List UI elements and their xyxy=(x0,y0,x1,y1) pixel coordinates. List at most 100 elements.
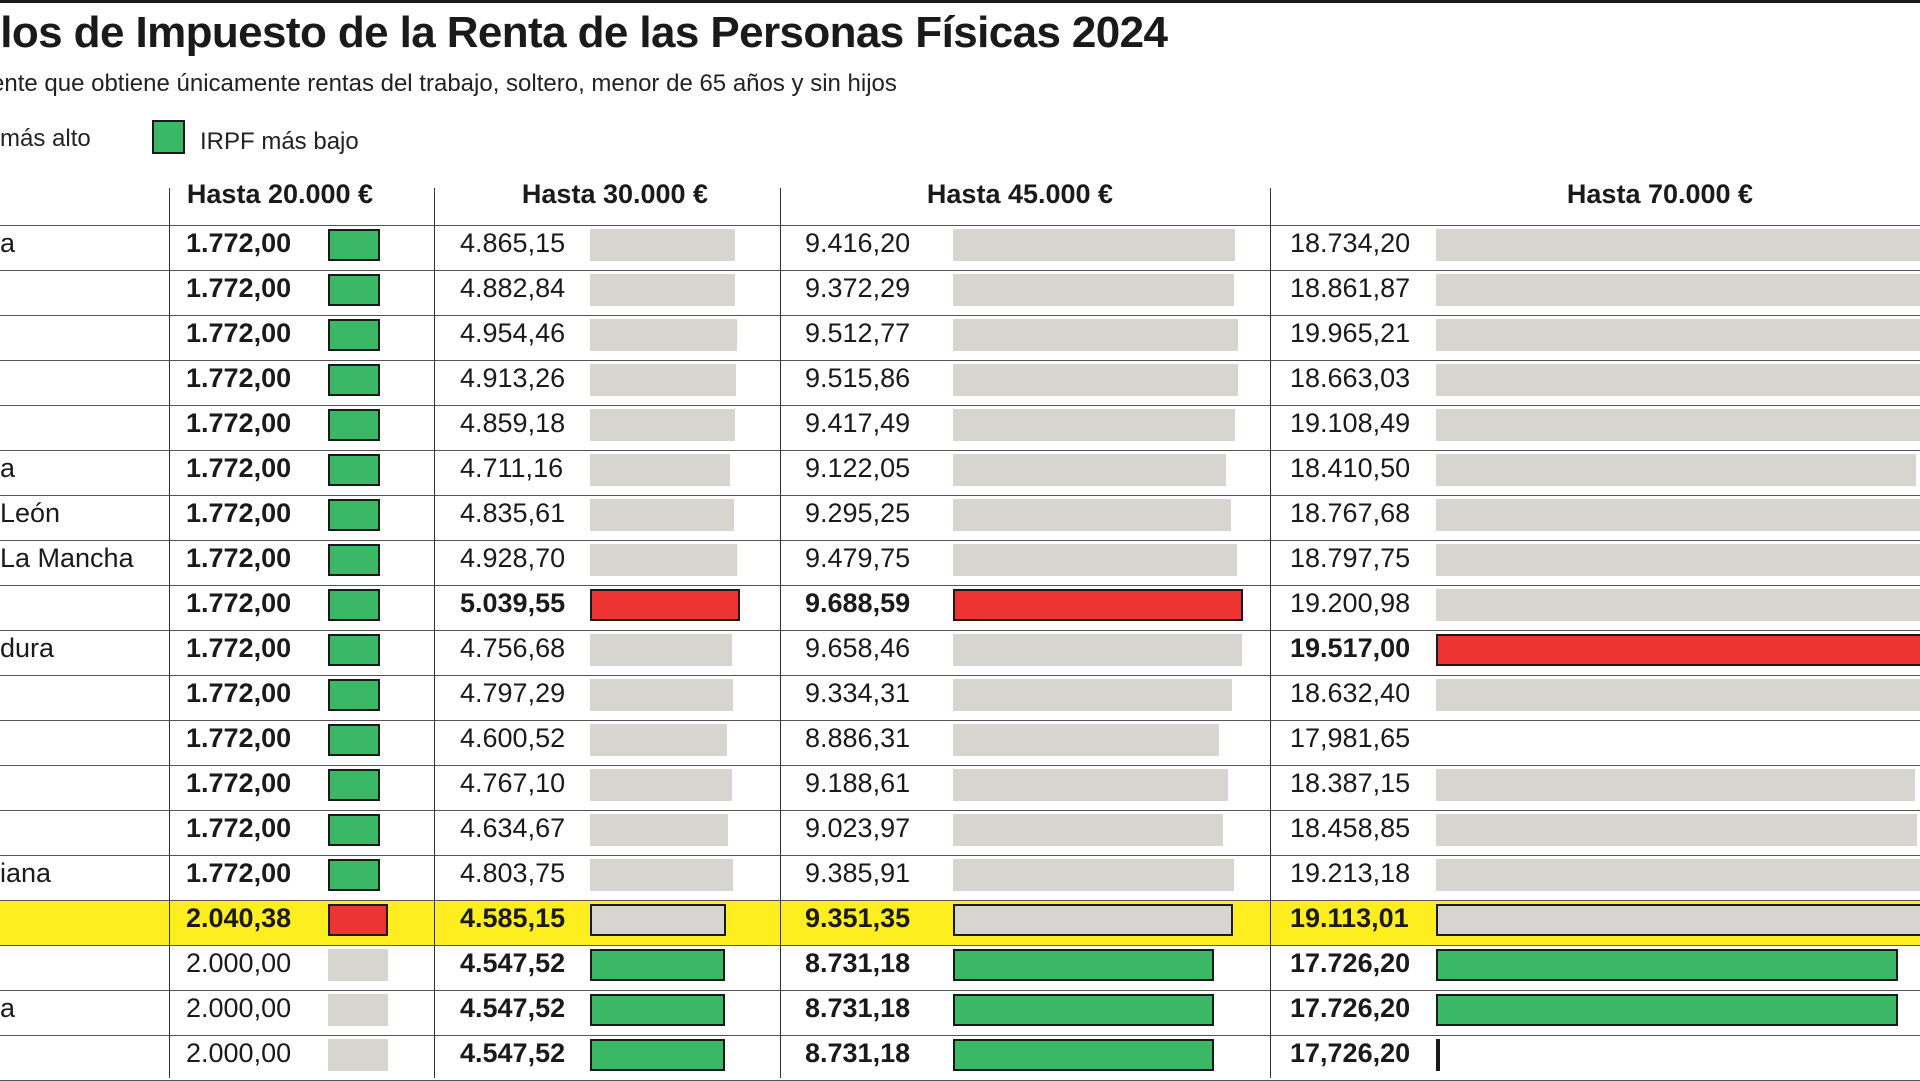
lowest-value-bar xyxy=(328,544,380,576)
cell-value: 4.585,15 xyxy=(460,903,566,933)
cell-value: 1.772,00 xyxy=(186,498,292,528)
cell-value: 9.417,49 xyxy=(805,408,911,438)
cell-value: 2.000,00 xyxy=(186,948,292,978)
value-bar xyxy=(1436,679,1920,711)
value-bar xyxy=(953,679,1232,711)
value-bar xyxy=(328,949,388,981)
value-bar xyxy=(590,409,735,441)
column-divider-1 xyxy=(169,188,170,1078)
cell-value: 4.928,70 xyxy=(460,543,566,573)
cell-value: 1.772,00 xyxy=(186,588,292,618)
cell-value: 8.731,18 xyxy=(805,948,911,978)
lowest-value-bar xyxy=(953,949,1214,981)
lowest-value-bar xyxy=(1436,1039,1440,1071)
cell-value: 4.634,67 xyxy=(460,813,566,843)
column-header-30000: Hasta 30.000 € xyxy=(521,179,709,209)
row-region-label: a xyxy=(0,453,16,483)
cell-value: 9.512,77 xyxy=(805,318,911,348)
cell-value: 18.387,15 xyxy=(1290,768,1411,798)
value-bar xyxy=(953,724,1219,756)
cell-value: 19.517,00 xyxy=(1290,633,1411,663)
cell-value: 9.295,25 xyxy=(805,498,911,528)
row-separator xyxy=(0,225,1920,226)
cell-value: 1.772,00 xyxy=(186,543,292,573)
cell-value: 9.023,97 xyxy=(805,813,911,843)
row-separator xyxy=(0,360,1920,361)
cell-value: 18.632,40 xyxy=(1290,678,1411,708)
cell-value: 19.965,21 xyxy=(1290,318,1411,348)
value-bar xyxy=(1436,904,1920,936)
value-bar xyxy=(1436,229,1920,261)
cell-value: 18.458,85 xyxy=(1290,813,1411,843)
value-bar xyxy=(590,544,737,576)
value-bar xyxy=(953,499,1231,531)
column-divider-2 xyxy=(434,188,435,1078)
row-region-label: a xyxy=(0,993,16,1023)
lowest-value-bar xyxy=(328,769,380,801)
cell-value: 18.797,75 xyxy=(1290,543,1411,573)
lowest-value-bar xyxy=(328,274,380,306)
column-divider-3 xyxy=(780,188,781,1078)
cell-value: 4.767,10 xyxy=(460,768,566,798)
cell-value: 5.039,55 xyxy=(460,588,566,618)
row-separator xyxy=(0,405,1920,406)
row-separator xyxy=(0,765,1920,766)
value-bar xyxy=(590,634,732,666)
cell-value: 8.886,31 xyxy=(805,723,911,753)
cell-value: 2.000,00 xyxy=(186,1038,292,1068)
row-separator xyxy=(0,945,1920,946)
row-separator xyxy=(0,495,1920,496)
cell-value: 17.726,20 xyxy=(1290,948,1411,978)
value-bar xyxy=(953,319,1238,351)
cell-value: 4.882,84 xyxy=(460,273,566,303)
cell-value: 17.726,20 xyxy=(1290,993,1411,1023)
column-header-20000: Hasta 20.000 € xyxy=(186,179,374,209)
value-bar xyxy=(953,634,1242,666)
cell-value: 4.547,52 xyxy=(460,1038,566,1068)
cell-value: 1.772,00 xyxy=(186,453,292,483)
cell-value: 1.772,00 xyxy=(186,813,292,843)
cell-value: 4.865,15 xyxy=(460,228,566,258)
cell-value: 4.547,52 xyxy=(460,993,566,1023)
row-separator xyxy=(0,315,1920,316)
cell-value: 1.772,00 xyxy=(186,318,292,348)
row-separator xyxy=(0,270,1920,271)
column-header-45000: Hasta 45.000 € xyxy=(926,179,1114,209)
value-bar xyxy=(590,454,730,486)
row-region-label: dura xyxy=(0,633,55,663)
value-bar xyxy=(590,859,733,891)
value-bar xyxy=(1436,499,1920,531)
value-bar xyxy=(590,274,735,306)
value-bar xyxy=(1436,319,1920,351)
value-bar xyxy=(328,994,388,1026)
value-bar xyxy=(953,859,1234,891)
cell-value: 19.108,49 xyxy=(1290,408,1411,438)
lowest-value-bar xyxy=(590,994,725,1026)
value-bar xyxy=(590,724,727,756)
cell-value: 4.954,46 xyxy=(460,318,566,348)
cell-value: 4.547,52 xyxy=(460,948,566,978)
cell-value: 19.200,98 xyxy=(1290,588,1411,618)
column-divider-4 xyxy=(1270,188,1271,1078)
cell-value: 18.767,68 xyxy=(1290,498,1411,528)
value-bar xyxy=(1436,274,1920,306)
row-separator xyxy=(0,900,1920,901)
row-separator xyxy=(0,720,1920,721)
value-bar xyxy=(590,319,737,351)
value-bar xyxy=(953,544,1237,576)
chart-subtitle: ente que obtiene únicamente rentas del t… xyxy=(0,70,897,97)
cell-value: 19.213,18 xyxy=(1290,858,1411,888)
lowest-value-bar xyxy=(953,1039,1214,1071)
cell-value: 19.113,01 xyxy=(1290,903,1409,933)
cell-value: 1.772,00 xyxy=(186,363,292,393)
cell-value: 4.835,61 xyxy=(460,498,566,528)
lowest-value-bar xyxy=(328,634,380,666)
cell-value: 4.756,68 xyxy=(460,633,566,663)
value-bar xyxy=(590,229,735,261)
lowest-value-bar xyxy=(328,364,380,396)
cell-value: 1.772,00 xyxy=(186,273,292,303)
row-separator xyxy=(0,630,1920,631)
cell-value: 4.797,29 xyxy=(460,678,566,708)
value-bar xyxy=(1436,589,1920,621)
legend-lowest-swatch xyxy=(152,120,185,154)
